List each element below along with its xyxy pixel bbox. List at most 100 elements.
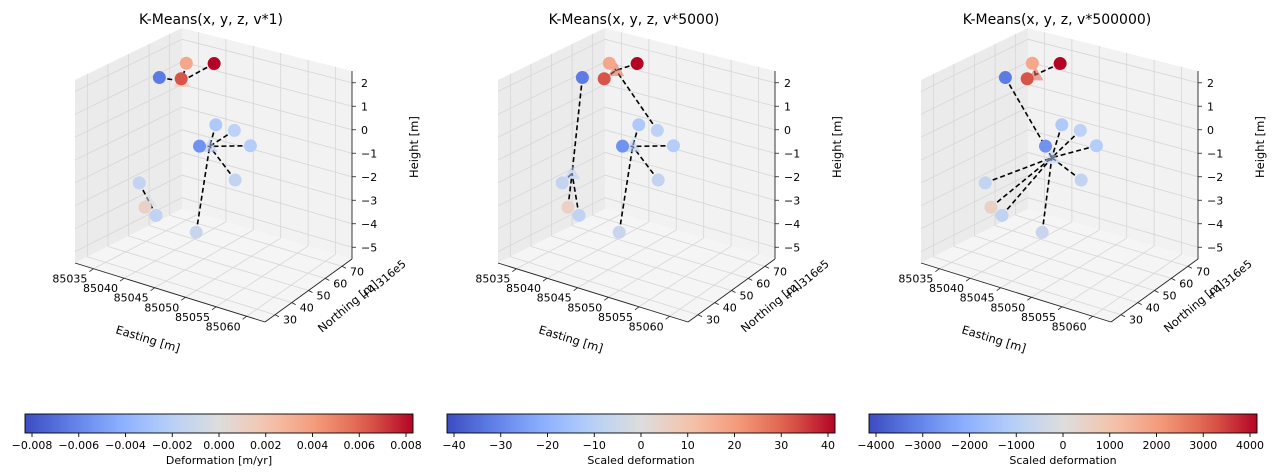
x-axis-label: Easting [m] bbox=[114, 322, 182, 355]
colorbar-tick-label: 40 bbox=[821, 439, 835, 452]
cluster-line bbox=[984, 156, 1053, 184]
y-tick-label: 60 bbox=[1179, 277, 1193, 290]
data-point bbox=[632, 118, 646, 132]
x-tick-label: 85055 bbox=[1021, 311, 1056, 324]
data-point bbox=[1073, 123, 1087, 137]
colorbar-tick-label: 30 bbox=[774, 439, 788, 452]
x-tick-label: 85045 bbox=[960, 292, 995, 305]
data-point bbox=[243, 139, 257, 153]
cluster-line bbox=[567, 173, 573, 208]
centroid-marker bbox=[1043, 149, 1060, 164]
x-tick-label: 85060 bbox=[629, 320, 664, 333]
z-tick-label: −5 bbox=[784, 241, 800, 254]
y-offset-label: +4.316e5 bbox=[359, 257, 409, 302]
colorbar-tick-label: −10 bbox=[583, 439, 606, 452]
data-point bbox=[209, 118, 223, 132]
y-tick-label: 40 bbox=[723, 302, 737, 315]
data-point bbox=[189, 225, 203, 239]
data-point bbox=[572, 208, 586, 222]
y-tick-label: 30 bbox=[1129, 314, 1143, 327]
colorbar-tick-label: 0.004 bbox=[297, 439, 329, 452]
cluster-line bbox=[1051, 129, 1081, 159]
data-point bbox=[1035, 225, 1049, 239]
data-point bbox=[561, 200, 575, 214]
panel-title: K-Means(x, y, z, v*1) bbox=[139, 12, 283, 28]
x-tick-label: 85050 bbox=[990, 301, 1025, 314]
colorbar-tick-label: 2000 bbox=[1142, 439, 1170, 452]
cluster-line bbox=[181, 62, 215, 82]
data-point bbox=[193, 139, 207, 153]
z-axis-label: Height [m] bbox=[1253, 116, 1267, 178]
y-tick-label: 30 bbox=[706, 314, 720, 327]
centroid-marker bbox=[564, 165, 581, 180]
data-points bbox=[978, 56, 1103, 239]
z-tick-label: 2 bbox=[784, 77, 791, 90]
data-point bbox=[1074, 173, 1088, 187]
data-point bbox=[630, 57, 644, 71]
y-tick-label: 40 bbox=[1146, 302, 1160, 315]
z-tick-label: −4 bbox=[1207, 218, 1223, 231]
y-tick-label: 60 bbox=[333, 277, 347, 290]
centroid-marker bbox=[201, 138, 218, 152]
data-point bbox=[207, 57, 221, 71]
cluster-line bbox=[618, 146, 634, 233]
z-tick-label: 1 bbox=[361, 100, 368, 113]
panel-title: K-Means(x, y, z, v*5000) bbox=[549, 12, 720, 28]
z-axis-label: Height [m] bbox=[830, 116, 844, 178]
z-ticks: 2 1 0 −1 −2 −3 −4 −5 bbox=[352, 77, 377, 254]
x-tick-label: 85060 bbox=[1052, 320, 1087, 333]
cluster-line bbox=[571, 173, 580, 216]
cluster-line bbox=[1041, 157, 1053, 233]
z-tick-label: 0 bbox=[1207, 124, 1214, 137]
z-tick-label: −2 bbox=[1207, 171, 1223, 184]
z-tick-label: −1 bbox=[784, 147, 800, 160]
cluster-line bbox=[632, 144, 674, 148]
data-point bbox=[555, 176, 569, 190]
cluster-line bbox=[571, 77, 584, 174]
colorbar-tick-label: 0.000 bbox=[203, 439, 235, 452]
colorbar-gradient bbox=[868, 413, 1258, 434]
colorbar-tick-label: −4000 bbox=[857, 439, 894, 452]
colorbar-tick-label: 0.002 bbox=[250, 439, 282, 452]
z-tick-label: 1 bbox=[784, 100, 791, 113]
data-point bbox=[152, 71, 166, 85]
data-point bbox=[978, 176, 992, 190]
x-tick-label: 85045 bbox=[537, 292, 572, 305]
panes bbox=[498, 28, 775, 322]
z-ticks: 2 1 0 −1 −2 −3 −4 −5 bbox=[1198, 77, 1223, 254]
colorbar-tick-label: 4000 bbox=[1236, 439, 1264, 452]
z-tick-label: 0 bbox=[784, 124, 791, 137]
x-tick-label: 85050 bbox=[567, 301, 602, 314]
x-tick-label: 85040 bbox=[929, 282, 964, 295]
z-tick-label: −1 bbox=[1207, 147, 1223, 160]
y-tick-label: 50 bbox=[1163, 290, 1177, 303]
data-point bbox=[227, 123, 241, 137]
colorbar-tick-label: 3000 bbox=[1189, 439, 1217, 452]
x-tick-label: 85040 bbox=[83, 282, 118, 295]
y-tick-label: 30 bbox=[283, 314, 297, 327]
cluster-line bbox=[195, 146, 211, 233]
data-point bbox=[228, 173, 242, 187]
colorbar-tick-label: 1000 bbox=[1096, 439, 1124, 452]
cluster-line bbox=[209, 145, 236, 181]
data-point bbox=[612, 225, 626, 239]
centroid-marker bbox=[624, 138, 641, 152]
x-tick-label: 85050 bbox=[144, 301, 179, 314]
cluster-line bbox=[615, 69, 658, 131]
x-axis-label: Easting [m] bbox=[960, 322, 1028, 355]
z-tick-label: −3 bbox=[361, 194, 377, 207]
cluster-line bbox=[1051, 124, 1063, 158]
x-tick-label: 85040 bbox=[506, 282, 541, 295]
colorbar-gradient bbox=[24, 413, 414, 434]
z-tick-label: −3 bbox=[1207, 194, 1223, 207]
cluster-line bbox=[632, 145, 659, 181]
colorbar-tick-label: 0.008 bbox=[390, 439, 422, 452]
x-tick-label: 85035 bbox=[898, 273, 933, 286]
x-tick-label: 85060 bbox=[206, 320, 241, 333]
data-point bbox=[1053, 57, 1067, 71]
centroids bbox=[564, 62, 641, 180]
data-point bbox=[995, 208, 1009, 222]
